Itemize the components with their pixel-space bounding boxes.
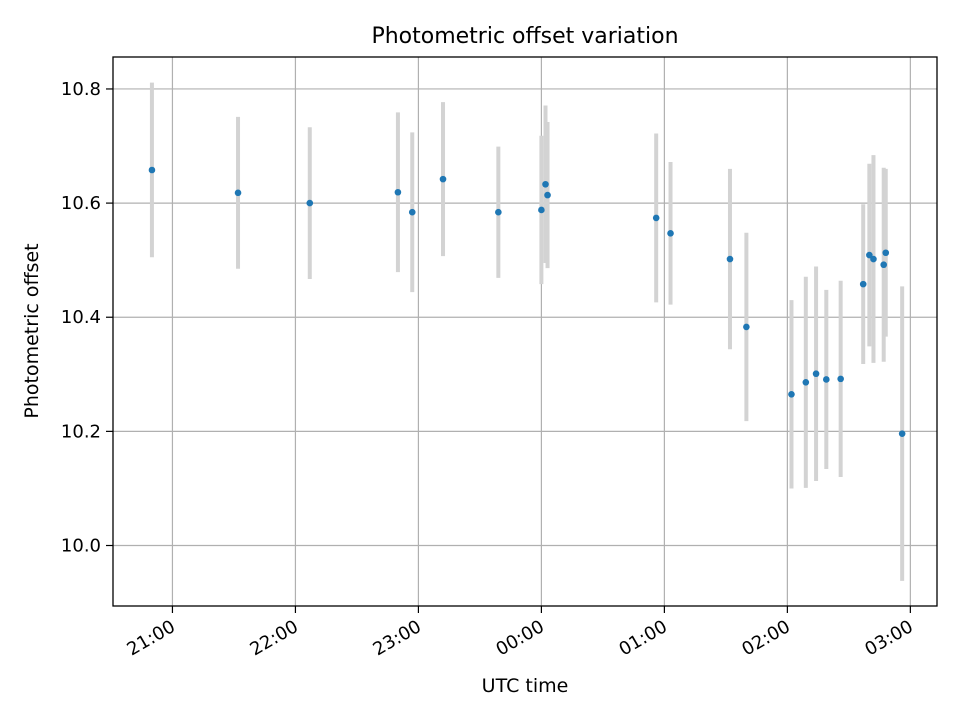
x-tick-label: 00:00 (492, 616, 547, 660)
data-point (538, 206, 545, 214)
data-point (544, 191, 551, 199)
data-point (234, 189, 242, 197)
data-point (394, 188, 402, 196)
data-point (306, 199, 314, 207)
y-tick-label: 10.0 (61, 536, 101, 557)
data-point (667, 230, 674, 237)
y-tick-label: 10.6 (61, 193, 101, 214)
data-point (812, 370, 820, 378)
y-axis-label: Photometric offset (21, 243, 43, 418)
data-point (148, 166, 156, 174)
plot-frame (112, 56, 938, 607)
data-point (652, 214, 660, 222)
x-tick-label: 23:00 (369, 616, 424, 660)
data-point (898, 430, 906, 437)
error-bars (149, 82, 905, 581)
data-point (439, 175, 447, 183)
y-tick-label: 10.8 (61, 79, 101, 100)
x-tick-label: 01:00 (615, 616, 670, 660)
x-tick-label: 22:00 (247, 616, 302, 660)
data-points (148, 166, 906, 437)
x-axis-label: UTC time (482, 675, 569, 697)
x-tick-label: 21:00 (124, 616, 179, 660)
chart-title: Photometric offset variation (371, 24, 678, 49)
data-point (542, 180, 549, 188)
data-point (870, 255, 877, 263)
data-point (408, 208, 416, 216)
x-tick-label: 03:00 (861, 616, 916, 660)
data-point (743, 323, 750, 331)
data-point (882, 249, 890, 257)
axis-ticks: 21:00 22:00 23:00 00:00 01:00 02:00 03:00 10.0 1… (61, 79, 917, 660)
data-point (802, 378, 810, 386)
data-point (823, 376, 830, 383)
data-point (495, 208, 502, 216)
data-point (880, 261, 888, 269)
y-tick-label: 10.4 (61, 307, 101, 328)
x-tick-label: 02:00 (738, 616, 793, 660)
data-point (837, 375, 844, 383)
data-point (788, 390, 795, 398)
data-point (726, 255, 734, 263)
data-point (866, 251, 873, 259)
grid-lines (113, 57, 937, 606)
data-point (859, 280, 867, 288)
y-tick-label: 10.2 (61, 421, 101, 442)
